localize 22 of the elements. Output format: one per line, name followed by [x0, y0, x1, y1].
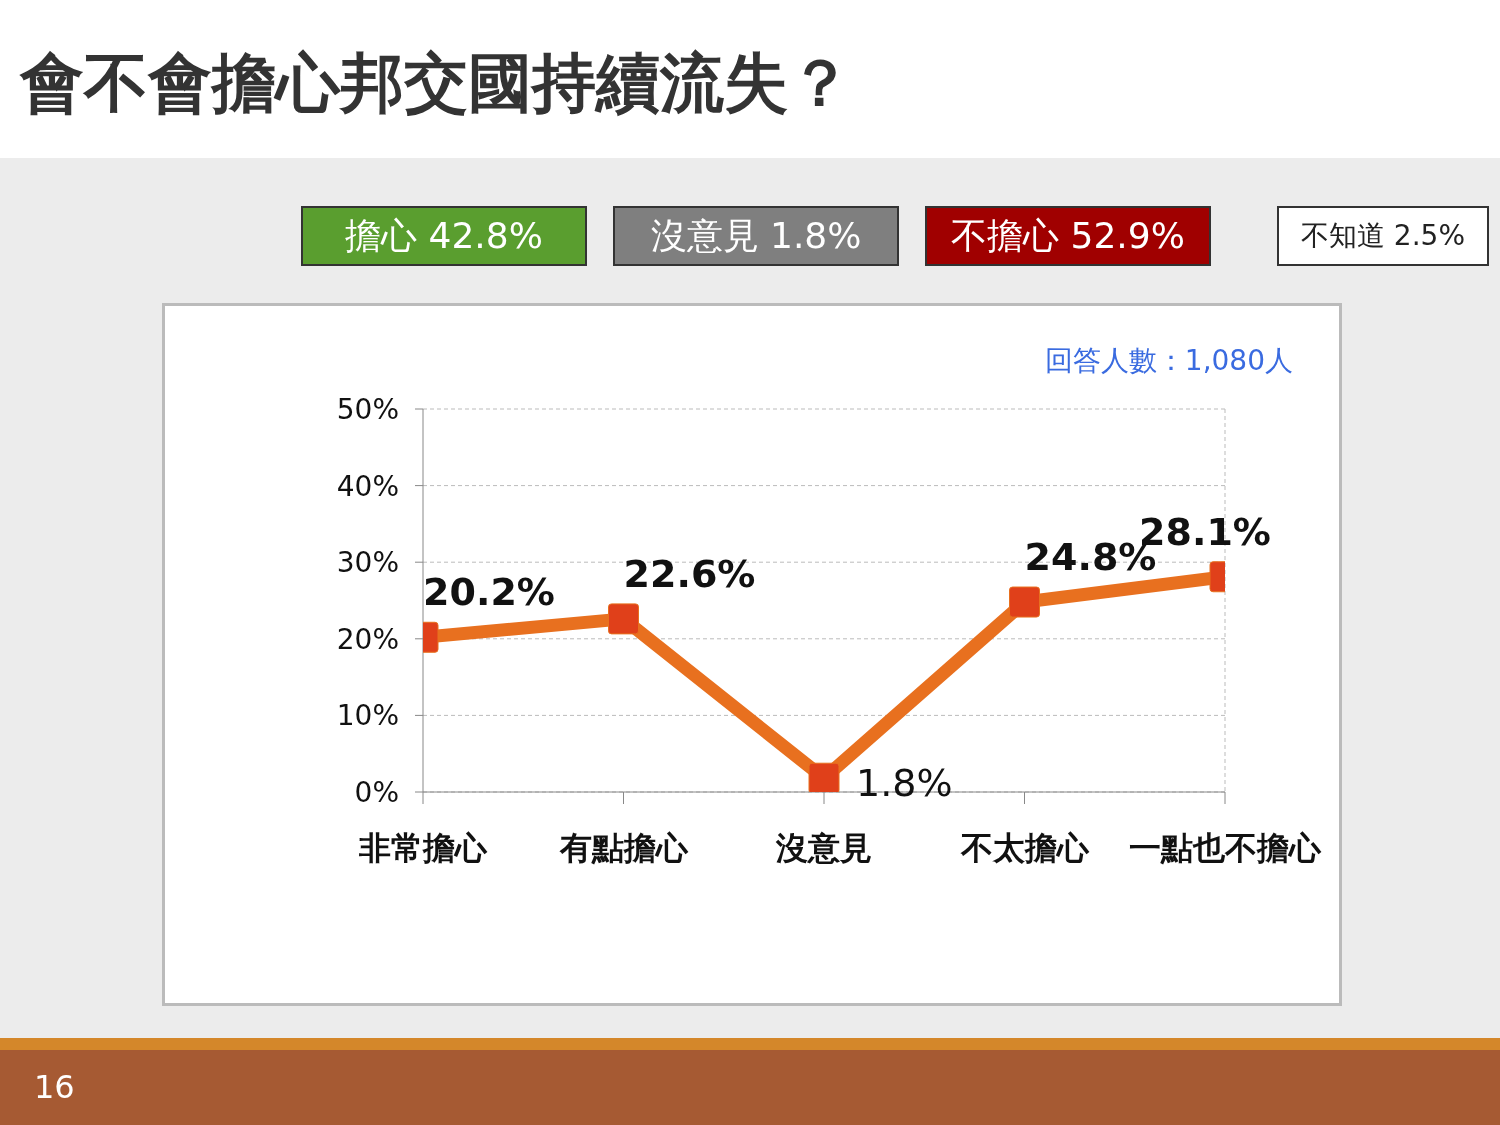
x-tick-label: 一點也不擔心	[1129, 828, 1322, 867]
y-tick-label: 20%	[336, 622, 399, 656]
x-tick-label: 沒意見	[775, 828, 872, 867]
x-tick-label: 不太擔心	[959, 828, 1090, 867]
chart-title: 會不會擔心邦交國持續流失？	[20, 45, 852, 122]
x-tick-label: 非常擔心	[358, 828, 488, 867]
text: 16	[34, 1068, 75, 1106]
y-tick-label: 30%	[336, 546, 399, 580]
data-label: 22.6%	[623, 551, 756, 596]
y-tick-label: 0%	[354, 775, 399, 809]
y-tick-label: 40%	[336, 469, 399, 503]
x-tick-label: 有點擔心	[558, 828, 689, 867]
text: 沒意見 1.8%	[613, 206, 899, 266]
text: 回答人數：1,080人	[1044, 343, 1293, 379]
point	[808, 762, 840, 792]
text: 不擔心 52.9%	[925, 206, 1211, 266]
y-tick-label: 50%	[336, 392, 399, 426]
text: 不知道 2.5%	[1277, 206, 1489, 266]
y-tick-label: 10%	[336, 699, 399, 733]
data-label: 20.2%	[423, 570, 555, 615]
text: 擔心 42.8%	[301, 206, 587, 266]
data-label: 1.8%	[856, 761, 953, 806]
